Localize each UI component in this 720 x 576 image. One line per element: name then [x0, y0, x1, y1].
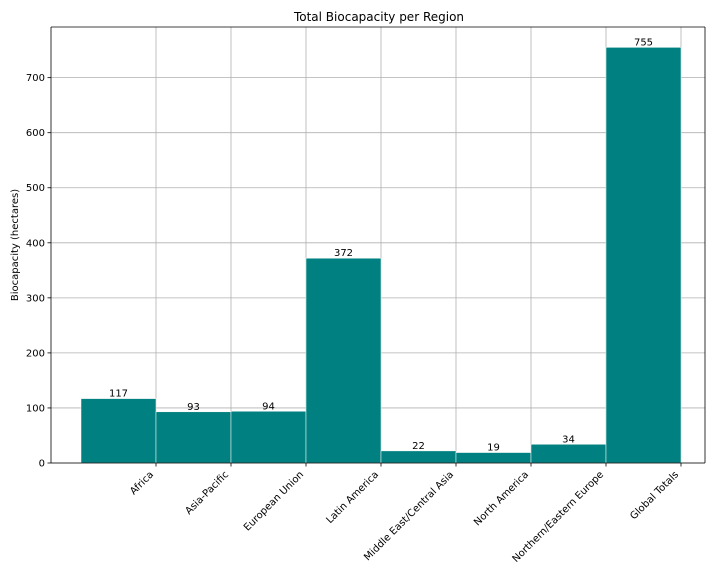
y-tick-label: 300: [26, 293, 45, 304]
bar-data-label: 372: [334, 248, 353, 259]
bar-data-label: 34: [562, 434, 575, 445]
bar-data-label: 93: [187, 402, 200, 413]
bar: [230, 411, 307, 464]
bar-data-label: 22: [412, 441, 425, 452]
bar-data-label: 755: [634, 37, 653, 48]
bar: [605, 47, 682, 464]
y-tick-label: 400: [26, 238, 45, 249]
y-tick-label: 700: [26, 73, 45, 84]
y-tick-label: 200: [26, 348, 45, 359]
bar-data-label: 94: [262, 401, 275, 412]
y-tick-label: 100: [26, 403, 45, 414]
y-tick-label: 600: [26, 128, 45, 139]
bar: [155, 411, 232, 464]
chart-title: Total Biocapacity per Region: [293, 10, 464, 24]
y-tick-label: 500: [26, 183, 45, 194]
y-axis-label: Biocapacity (hectares): [10, 189, 21, 301]
bar-data-label: 117: [109, 389, 128, 400]
bar: [80, 398, 157, 464]
bar: [305, 257, 382, 464]
bar: [380, 450, 457, 464]
y-tick-label: 0: [39, 459, 45, 470]
bar-data-label: 19: [487, 443, 500, 454]
bar: [455, 452, 532, 464]
bar: [530, 444, 607, 464]
